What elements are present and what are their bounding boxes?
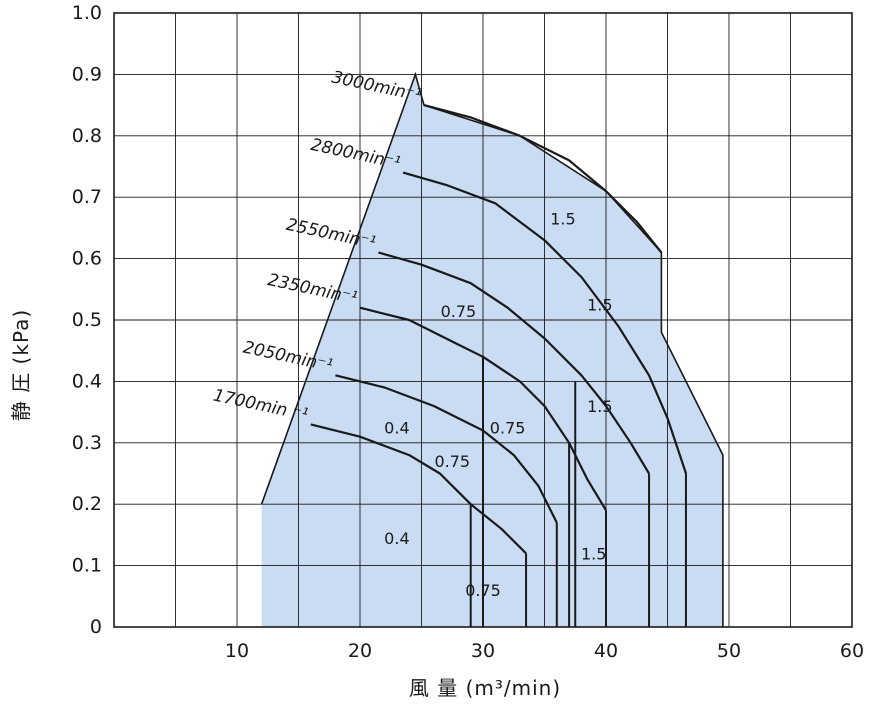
y-tick-label: 1.0 bbox=[72, 2, 102, 24]
x-tick-label: 30 bbox=[471, 640, 495, 662]
y-tick-label: 0.5 bbox=[72, 309, 102, 331]
plot-frame bbox=[113, 12, 853, 628]
speed-label: 1700min ⁻¹ bbox=[211, 386, 310, 426]
y-tick-label: 0.1 bbox=[72, 555, 102, 577]
operating-region-fill bbox=[261, 74, 723, 627]
region-label: 0.4 bbox=[384, 529, 409, 548]
y-tick-label: 0.7 bbox=[72, 186, 102, 208]
y-tick-label: 0 bbox=[90, 616, 102, 638]
y-axis-title: 静 圧 (kPa) bbox=[9, 309, 33, 421]
region-label: 0.75 bbox=[434, 452, 470, 471]
y-tick-label: 0.6 bbox=[72, 248, 102, 270]
region-label: 0.75 bbox=[441, 302, 477, 321]
region-label: 1.5 bbox=[587, 296, 612, 315]
series-line bbox=[378, 251, 650, 475]
speed-label: 2800min⁻¹ bbox=[309, 135, 402, 174]
grid-lines bbox=[114, 13, 852, 627]
series-line bbox=[423, 104, 663, 254]
tick-labels: 0 0.1 0.2 0.3 0.4 0.5 0.6 0.7 0.8 0.9 1.0 10 20 30 40 5… bbox=[72, 2, 864, 662]
x-tick-label: 50 bbox=[717, 640, 741, 662]
y-tick-label: 0.9 bbox=[72, 63, 102, 85]
x-axis-title: 風 量 (m³/min) bbox=[409, 676, 561, 700]
x-tick-label: 10 bbox=[225, 640, 249, 662]
series-line bbox=[359, 306, 607, 511]
series-line bbox=[310, 423, 527, 555]
y-tick-label: 0.8 bbox=[72, 125, 102, 147]
region-label: 1.5 bbox=[581, 544, 606, 563]
region-label: 0.75 bbox=[465, 581, 501, 600]
region-label: 0.75 bbox=[490, 418, 526, 437]
region-label: 1.5 bbox=[550, 210, 575, 229]
region-label: 1.5 bbox=[587, 397, 612, 416]
axes bbox=[113, 12, 853, 628]
x-tick-label: 60 bbox=[840, 640, 864, 662]
y-tick-label: 0.2 bbox=[72, 493, 102, 515]
speed-label: 3000min⁻¹ bbox=[330, 67, 423, 106]
y-tick-label: 0.3 bbox=[72, 432, 102, 454]
speed-curves bbox=[310, 104, 688, 627]
y-tick-label: 0.4 bbox=[72, 370, 102, 392]
series-line bbox=[402, 171, 688, 474]
x-tick-label: 20 bbox=[348, 640, 372, 662]
x-tick-label: 40 bbox=[594, 640, 618, 662]
region-label: 0.4 bbox=[384, 418, 409, 437]
